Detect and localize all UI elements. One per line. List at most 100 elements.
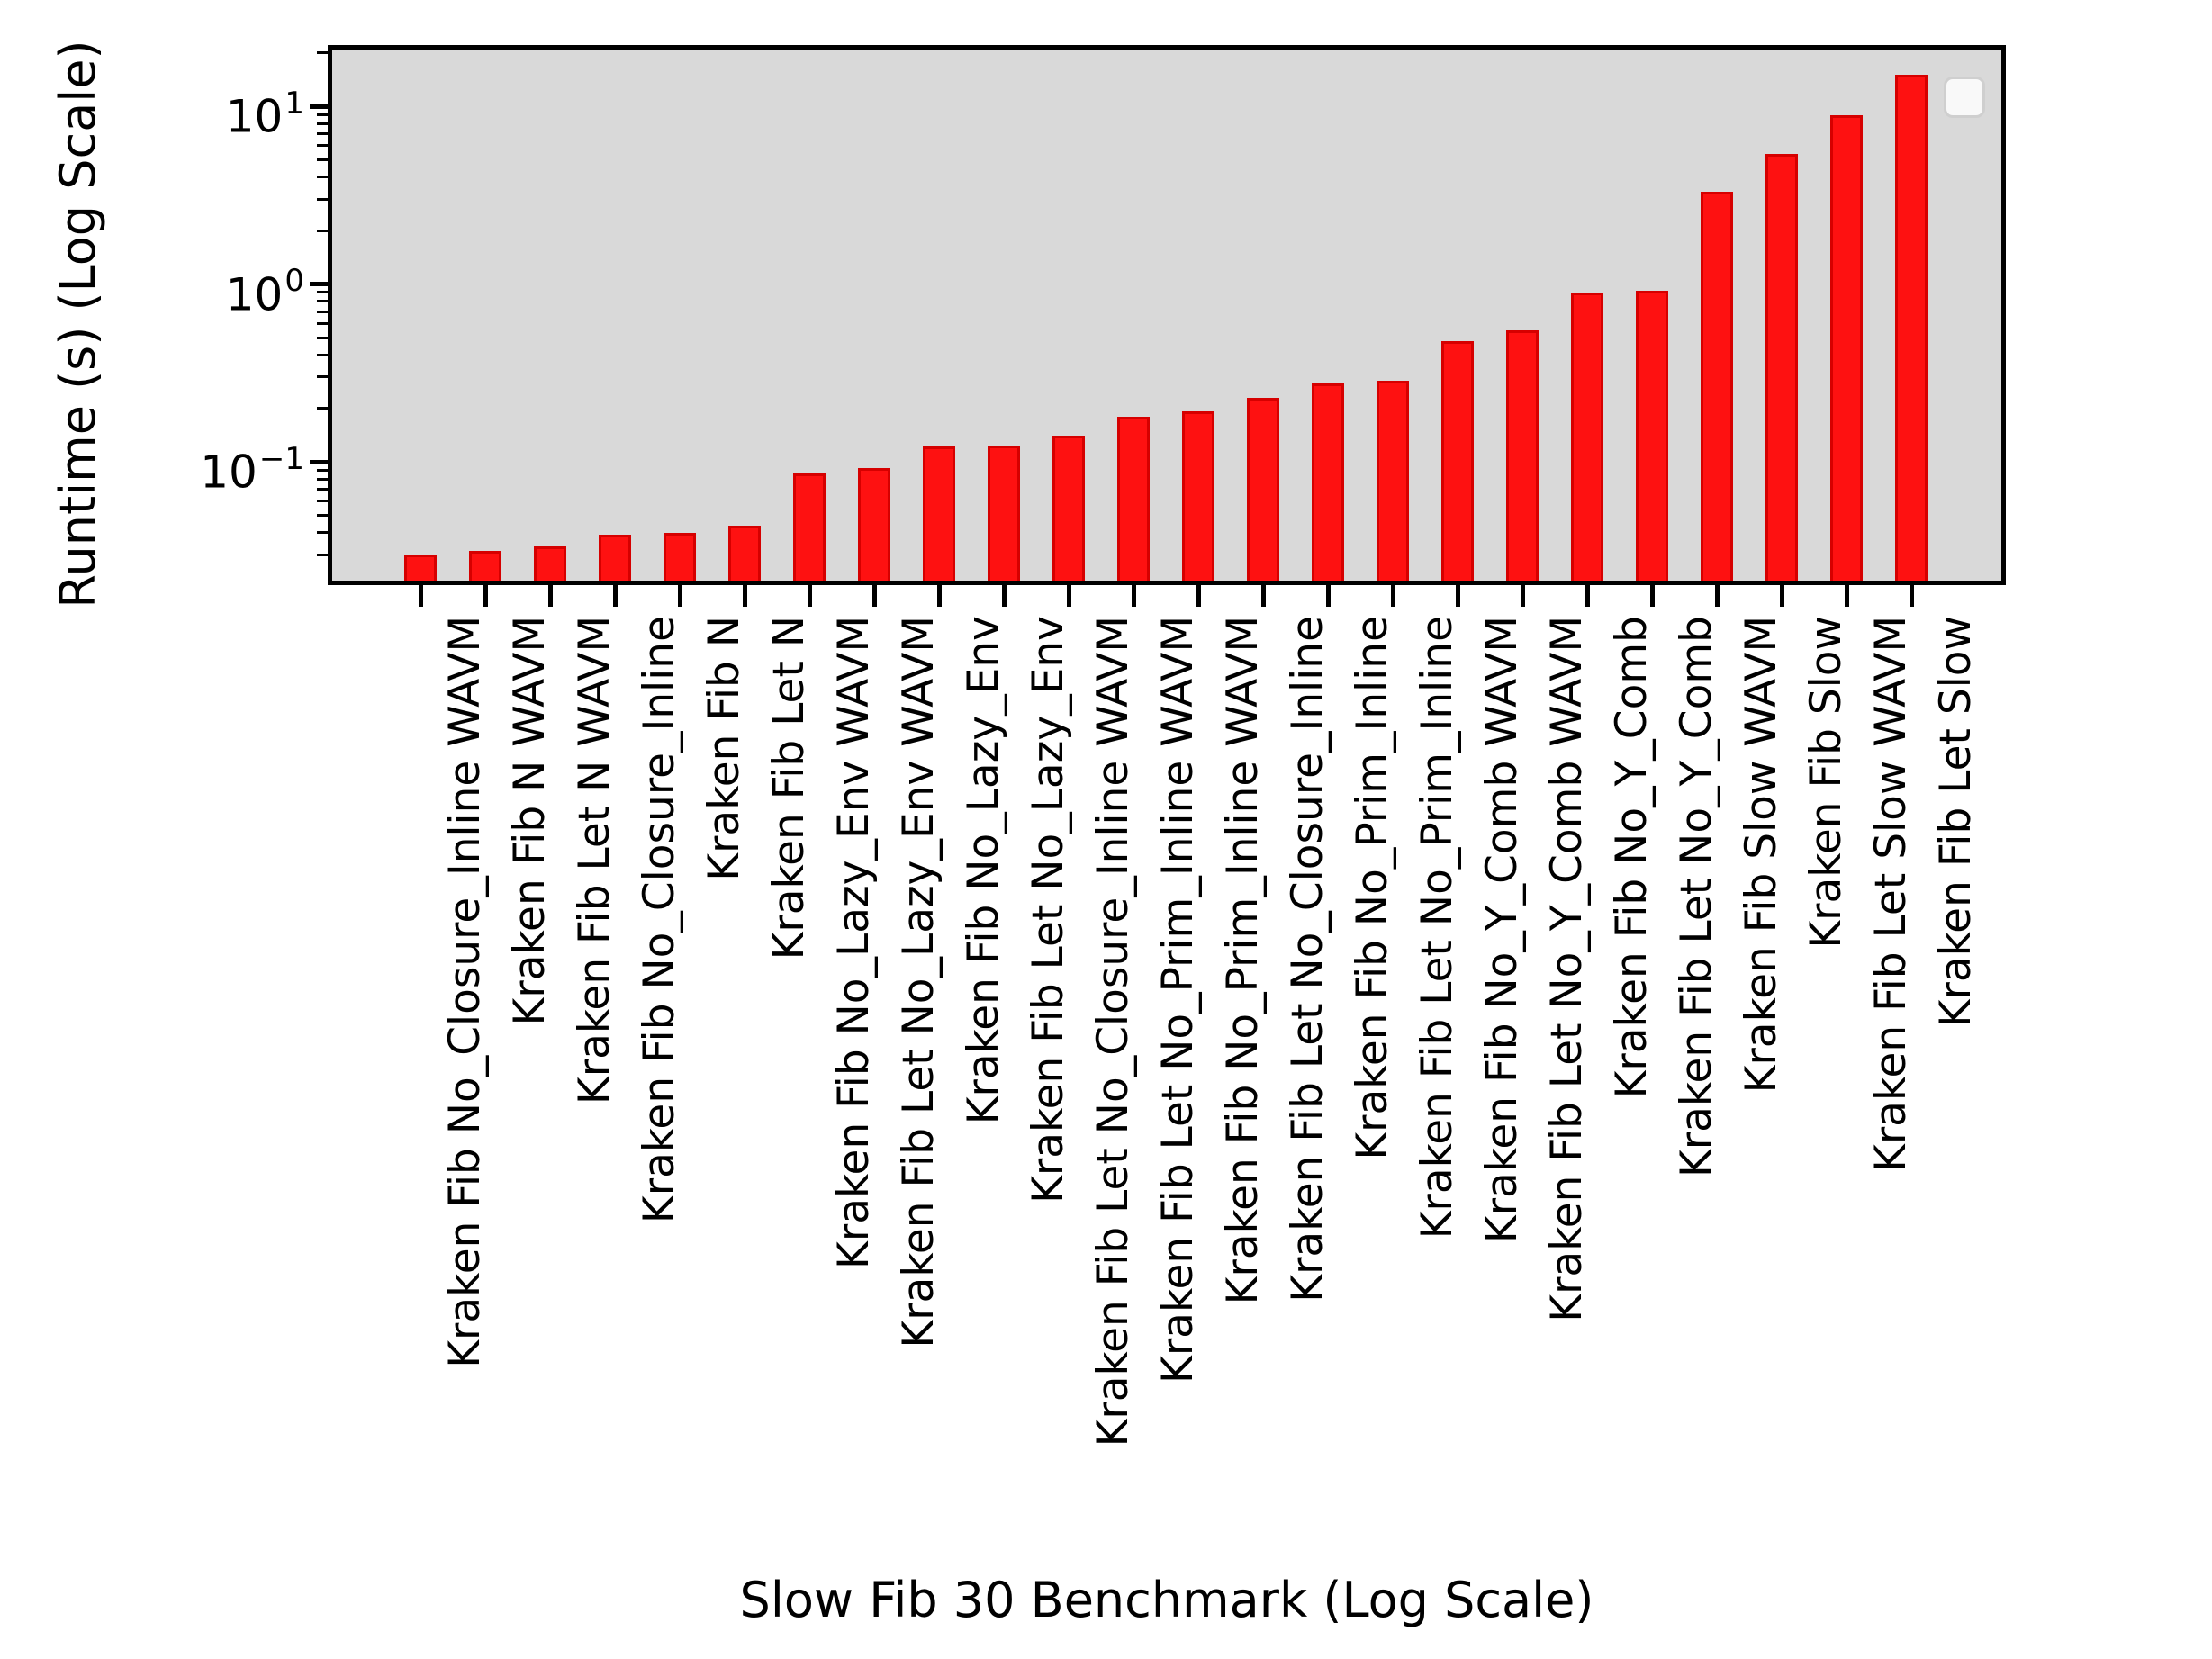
- plot-area: [328, 45, 2006, 585]
- y-tick-minor: [317, 514, 328, 518]
- bar: [1636, 290, 1668, 581]
- x-tick-label: Kraken Fib Let N: [764, 616, 814, 960]
- bar: [1701, 192, 1733, 581]
- x-tick-label: Kraken Fib N WAVM: [505, 616, 555, 1026]
- y-tick-minor: [317, 158, 328, 161]
- y-tick-minor: [317, 229, 328, 232]
- legend-box: [1944, 77, 1985, 118]
- x-tick: [871, 585, 877, 607]
- x-tick: [1909, 585, 1914, 607]
- bar: [534, 545, 566, 581]
- y-tick-minor: [317, 321, 328, 325]
- y-tick-label: 101: [225, 85, 304, 143]
- x-tick-label: Kraken Fib No_Closure_Inline WAVM: [440, 616, 490, 1368]
- x-tick: [1390, 585, 1395, 607]
- y-tick-minor: [317, 375, 328, 379]
- x-tick-label: Kraken Fib Let Slow: [1931, 616, 1981, 1028]
- bar: [988, 445, 1020, 581]
- x-tick-label: Kraken Fib Let No_Closure_Inline WAVM: [1088, 616, 1138, 1447]
- bar: [1441, 340, 1474, 581]
- x-tick-label: Kraken Fib Let No_Y_Comb: [1672, 616, 1721, 1178]
- x-tick-label: Kraken Fib No_Y_Comb: [1607, 616, 1657, 1099]
- y-tick-minor: [317, 488, 328, 491]
- y-tick-minor: [317, 51, 328, 55]
- y-tick-label: 10−1: [200, 440, 304, 499]
- y-tick-major: [310, 282, 328, 287]
- bar: [1182, 410, 1214, 581]
- bar: [1506, 329, 1539, 581]
- bar: [1830, 115, 1863, 581]
- x-tick: [1649, 585, 1655, 607]
- x-tick: [1520, 585, 1525, 607]
- x-tick: [1844, 585, 1849, 607]
- bar: [1117, 416, 1150, 581]
- bar: [599, 534, 631, 581]
- x-tick: [807, 585, 812, 607]
- y-tick-minor: [317, 468, 328, 472]
- x-tick-label: Kraken Fib Let No_Lazy_Env: [1024, 616, 1073, 1204]
- y-tick-minor: [317, 353, 328, 356]
- x-tick-label: Kraken Fib Let No_Prim_Inline WAVM: [1153, 616, 1203, 1384]
- x-tick: [1585, 585, 1590, 607]
- x-axis-title: Slow Fib 30 Benchmark (Log Scale): [739, 1572, 1594, 1628]
- y-tick-minor: [317, 113, 328, 116]
- x-tick-label: Kraken Fib Let Slow WAVM: [1866, 616, 1916, 1172]
- x-tick: [1714, 585, 1720, 607]
- x-tick: [936, 585, 942, 607]
- x-tick: [677, 585, 682, 607]
- x-tick: [1066, 585, 1071, 607]
- y-tick-minor: [317, 300, 328, 303]
- y-tick-minor: [317, 531, 328, 535]
- y-tick-minor: [317, 144, 328, 148]
- bars-layer: [332, 50, 2001, 581]
- x-tick-label: Kraken Fib No_Y_Comb WAVM: [1477, 616, 1527, 1244]
- x-tick-label: Kraken Fib No_Lazy_Env WAVM: [829, 616, 879, 1269]
- bar: [858, 468, 890, 581]
- y-tick-minor: [317, 197, 328, 201]
- y-axis-title: Runtime (s) (Log Scale): [49, 40, 106, 609]
- x-tick-label: Kraken Fib N: [700, 616, 749, 881]
- bar: [1765, 153, 1798, 581]
- bar: [1377, 380, 1409, 581]
- bar: [1052, 436, 1085, 581]
- x-tick: [612, 585, 618, 607]
- x-tick: [547, 585, 553, 607]
- bar: [1571, 292, 1603, 581]
- y-tick-minor: [317, 336, 328, 339]
- bar: [1247, 397, 1279, 581]
- x-tick: [1325, 585, 1331, 607]
- y-tick-minor: [317, 176, 328, 179]
- x-tick-label: Kraken Fib Slow: [1801, 616, 1851, 949]
- y-tick-minor: [317, 291, 328, 294]
- x-tick: [742, 585, 747, 607]
- x-tick: [418, 585, 423, 607]
- x-tick-label: Kraken Fib No_Prim_Inline: [1348, 616, 1397, 1160]
- x-tick-label: Kraken Fib No_Closure_Inline: [635, 616, 684, 1224]
- x-tick-label: Kraken Fib Let No_Prim_Inline: [1413, 616, 1462, 1240]
- y-tick-minor: [317, 553, 328, 556]
- y-tick-minor: [317, 310, 328, 313]
- x-tick: [1455, 585, 1460, 607]
- y-tick-minor: [317, 122, 328, 125]
- bar: [404, 555, 437, 581]
- x-tick: [1131, 585, 1136, 607]
- bar: [1895, 74, 1928, 581]
- y-tick-minor: [317, 477, 328, 481]
- bar: [923, 446, 955, 581]
- bar: [728, 525, 761, 581]
- y-tick-minor: [317, 407, 328, 410]
- x-tick-label: Kraken Fib Let No_Y_Comb WAVM: [1542, 616, 1592, 1322]
- x-tick: [1260, 585, 1266, 607]
- bar: [793, 473, 826, 581]
- x-tick: [1779, 585, 1784, 607]
- bar: [469, 551, 501, 581]
- x-tick-label: Kraken Fib Let No_Closure_Inline: [1283, 616, 1332, 1303]
- x-tick-label: Kraken Fib Let N WAVM: [570, 616, 619, 1105]
- bar: [1312, 383, 1344, 581]
- bar: [664, 532, 696, 581]
- x-tick-label: Kraken Fib Slow WAVM: [1737, 616, 1786, 1094]
- y-tick-minor: [317, 132, 328, 136]
